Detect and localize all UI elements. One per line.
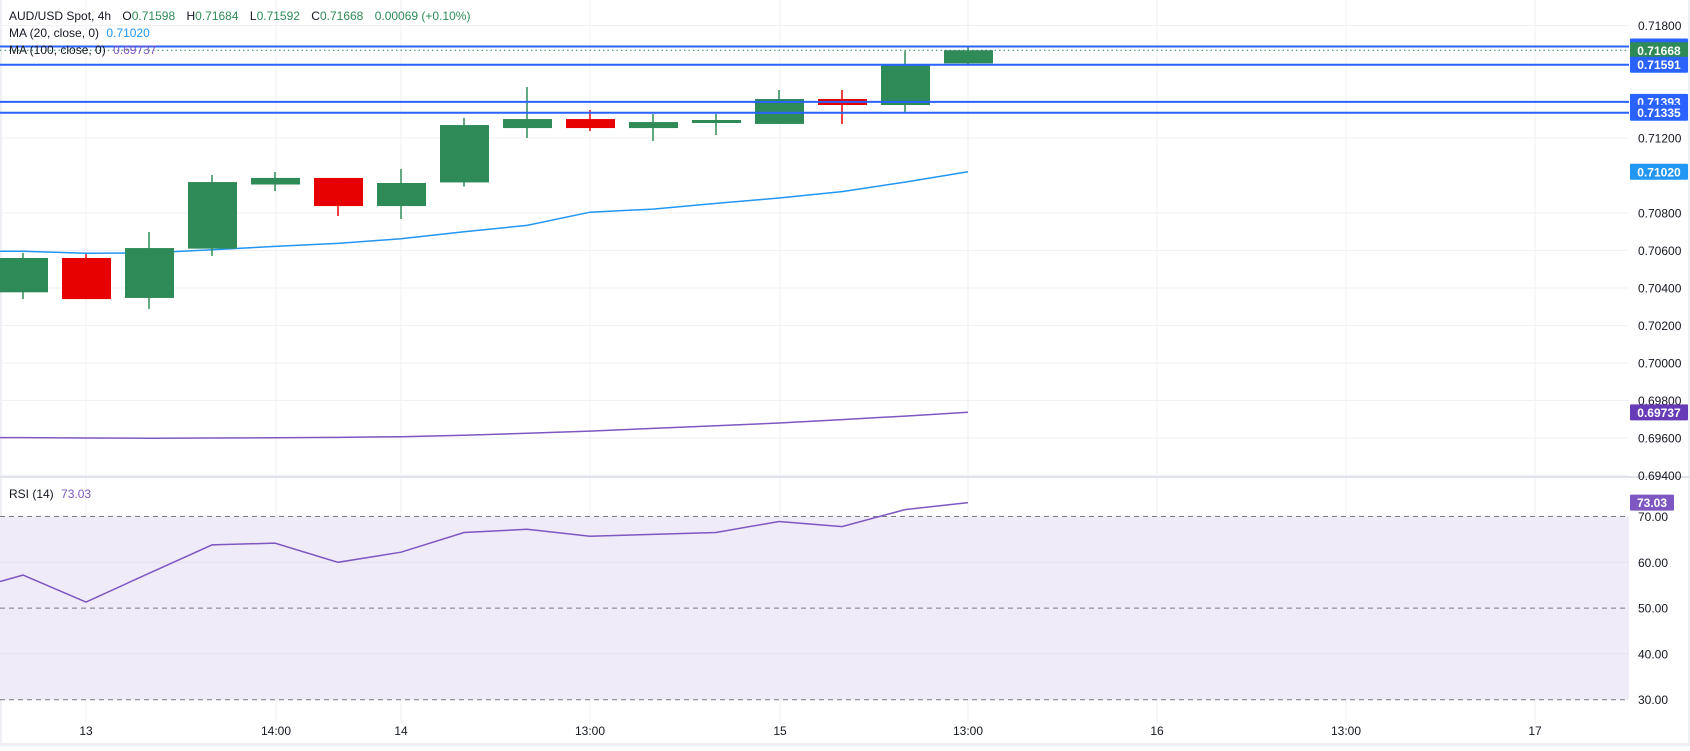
price-axis[interactable] xyxy=(1629,0,1688,716)
rsi-axis-tick: 50.00 xyxy=(1638,602,1668,616)
rsi-badge xyxy=(1630,494,1674,511)
price-badge-label: 0.71335 xyxy=(1637,106,1681,120)
ma100-value: 0.69737 xyxy=(113,43,157,57)
right-border xyxy=(1688,0,1690,746)
candle-up[interactable] xyxy=(692,120,741,123)
time-axis[interactable] xyxy=(0,716,1629,743)
price-axis-tick: 0.69400 xyxy=(1638,469,1682,483)
ma20-legend[interactable]: MA (20, close, 0) 0.71020 xyxy=(9,26,150,40)
candle-up[interactable] xyxy=(881,65,930,105)
candle-up[interactable] xyxy=(251,177,300,185)
left-border xyxy=(0,0,2,746)
price-badge xyxy=(1630,163,1688,180)
candle-up[interactable] xyxy=(629,122,678,129)
ohlc-close: C0.71668 xyxy=(311,9,364,23)
ma20-label: MA (20, close, 0) xyxy=(9,26,100,40)
candle-down[interactable] xyxy=(62,258,111,300)
price-axis-tick: 0.69600 xyxy=(1638,432,1682,446)
time-axis-tick: 13 xyxy=(79,724,93,738)
price-change: 0.00069 (+0.10%) xyxy=(374,9,471,23)
ohlc-open: O0.71598 xyxy=(122,9,176,23)
time-axis-tick: 13:00 xyxy=(575,724,605,738)
ma100-legend[interactable]: MA (100, close, 0) 0.69737 xyxy=(9,43,156,57)
price-axis-tick: 0.71800 xyxy=(1638,19,1682,33)
candle-up[interactable] xyxy=(944,50,993,64)
bottom-border xyxy=(0,743,1690,746)
candle-up[interactable] xyxy=(440,125,489,183)
price-badge xyxy=(1630,56,1688,73)
candle-up[interactable] xyxy=(188,182,237,249)
symbol-legend: AUD/USD Spot, 4h O0.71598 H0.71684 L0.71… xyxy=(9,9,470,23)
rsi-legend[interactable]: RSI (14) 73.03 xyxy=(9,487,91,501)
ma100-label: MA (100, close, 0) xyxy=(9,43,106,57)
rsi-badge-label: 73.03 xyxy=(1637,496,1667,510)
rsi-axis-tick: 70.00 xyxy=(1638,510,1668,524)
candle-up[interactable] xyxy=(377,183,426,207)
price-axis-tick: 0.70200 xyxy=(1638,319,1682,333)
candle-up[interactable] xyxy=(755,99,804,124)
ma100-line[interactable] xyxy=(0,411,969,439)
price-axis-tick: 0.70800 xyxy=(1638,207,1682,221)
ma20-value: 0.71020 xyxy=(106,26,150,40)
time-axis-tick: 14 xyxy=(394,724,408,738)
price-badge-label: 0.71020 xyxy=(1637,165,1681,179)
price-axis-tick: 0.70400 xyxy=(1638,282,1682,296)
rsi-label: RSI (14) xyxy=(9,487,54,501)
price-badge-label: 0.71668 xyxy=(1637,44,1681,58)
price-badge xyxy=(1630,104,1688,121)
price-badge-label: 0.69737 xyxy=(1637,406,1681,420)
candle-down[interactable] xyxy=(566,119,615,129)
time-axis-tick: 17 xyxy=(1528,724,1542,738)
candle-up[interactable] xyxy=(503,119,552,129)
time-axis-tick: 16 xyxy=(1150,724,1164,738)
price-axis-tick: 0.70000 xyxy=(1638,357,1682,371)
price-axis-tick: 0.70600 xyxy=(1638,244,1682,258)
ohlc-low: L0.71592 xyxy=(249,9,300,23)
rsi-axis-tick: 30.00 xyxy=(1638,693,1668,707)
rsi-axis-tick: 40.00 xyxy=(1638,647,1668,661)
price-badge-label: 0.71591 xyxy=(1637,58,1681,72)
price-axis-tick: 0.71200 xyxy=(1638,132,1682,146)
rsi-axis-tick: 60.00 xyxy=(1638,556,1668,570)
candle-down[interactable] xyxy=(314,177,363,207)
candle-up[interactable] xyxy=(125,248,174,298)
candle-up[interactable] xyxy=(0,258,48,293)
rsi-value: 73.03 xyxy=(61,487,92,501)
price-badge xyxy=(1630,404,1688,421)
time-axis-tick: 14:00 xyxy=(261,724,291,738)
time-axis-tick: 13:00 xyxy=(953,724,983,738)
rsi-line[interactable] xyxy=(0,501,969,603)
ohlc-high: H0.71684 xyxy=(186,9,239,23)
price-badge xyxy=(1630,42,1688,59)
time-axis-tick: 15 xyxy=(773,724,787,738)
time-axis-tick: 13:00 xyxy=(1331,724,1361,738)
symbol-label[interactable]: AUD/USD Spot, 4h xyxy=(9,9,112,23)
